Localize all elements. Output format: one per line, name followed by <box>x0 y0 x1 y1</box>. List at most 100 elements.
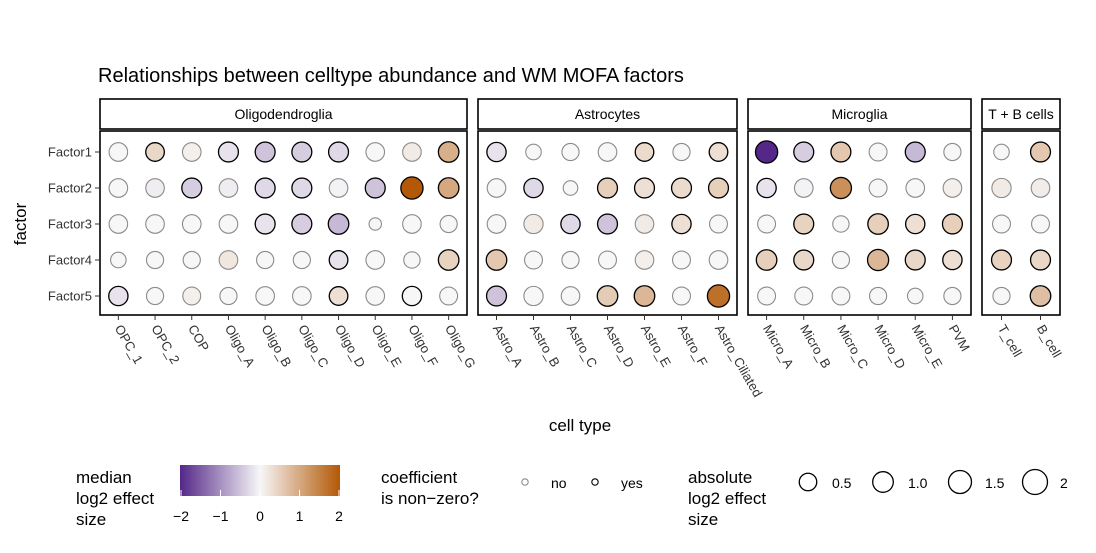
data-point <box>793 249 815 271</box>
data-point <box>486 141 507 163</box>
data-point <box>990 249 1013 271</box>
panel-microglia: Microglia Micro_A Micro_B Micro_C Micro_D Mic… <box>747 98 973 371</box>
facet-strip-label: Oligodendroglia <box>234 106 332 122</box>
data-point <box>708 142 729 162</box>
data-point <box>439 286 459 306</box>
data-point <box>905 178 926 198</box>
y-tick-label: Factor5 <box>48 289 92 304</box>
color-bar-tick-label: 0 <box>256 508 264 524</box>
x-tick-label: Astro_C <box>564 322 600 370</box>
data-point <box>401 285 423 307</box>
y-tick-label: Factor1 <box>48 145 92 160</box>
data-point <box>943 286 962 306</box>
data-point <box>182 286 202 306</box>
data-point <box>831 286 851 306</box>
data-point <box>256 250 275 270</box>
data-point <box>829 176 853 200</box>
data-point <box>942 178 963 198</box>
data-point <box>110 251 127 269</box>
data-point <box>793 178 814 198</box>
nonzero-legend-title: coefficient is non−zero? <box>381 468 479 508</box>
data-point <box>992 286 1011 306</box>
data-point <box>754 140 779 164</box>
x-tick-label: Micro_C <box>834 322 871 371</box>
panel-frame <box>99 130 468 316</box>
data-point <box>993 143 1010 161</box>
size-legend-label: 1.5 <box>985 475 1005 491</box>
x-tick-label: Oligo_A <box>222 322 258 370</box>
data-point <box>906 287 924 305</box>
x-tick-label: Oligo_C <box>295 322 331 370</box>
data-point <box>868 178 888 198</box>
data-point <box>991 214 1012 234</box>
data-point <box>991 177 1012 199</box>
color-legend-title: median log2 effect size <box>76 468 154 529</box>
data-point <box>437 177 460 199</box>
data-point <box>403 251 421 269</box>
data-point <box>941 213 964 235</box>
data-point <box>706 284 731 308</box>
facet-strip-label: Astrocytes <box>575 106 640 122</box>
x-tick-label: COP <box>185 322 212 354</box>
data-point <box>1029 285 1052 307</box>
color-bar-tick-label: 2 <box>335 508 343 524</box>
data-point <box>291 177 313 199</box>
size-legend-key <box>798 472 818 492</box>
data-point <box>402 214 422 234</box>
x-tick-label: Micro_A <box>760 322 797 371</box>
nonzero-legend-label: no <box>551 475 567 491</box>
data-point <box>562 180 579 196</box>
data-point <box>596 213 619 235</box>
size-legend: absolute log2 effect size 0.5 1.0 1.5 2 <box>688 468 1068 529</box>
data-point <box>868 286 888 306</box>
color-bar-tick-label: 1 <box>296 508 304 524</box>
data-point <box>145 178 165 198</box>
x-tick-label: Oligo_F <box>405 322 441 369</box>
data-point <box>830 141 852 163</box>
data-point <box>634 250 655 270</box>
x-tick-label: Astro_B <box>527 322 563 370</box>
x-axis-title: cell type <box>549 416 611 435</box>
data-point <box>365 286 386 306</box>
data-point <box>560 286 581 306</box>
data-point <box>672 142 691 162</box>
data-point <box>633 177 656 199</box>
x-tick-label: OPC_2 <box>148 322 182 366</box>
data-point <box>942 249 963 271</box>
data-point <box>832 215 850 233</box>
x-tick-label: Oligo_D <box>332 322 368 370</box>
data-point <box>218 214 239 234</box>
x-tick-label: Astro_F <box>675 322 711 369</box>
chart-title: Relationships between celltype abundance… <box>98 65 684 87</box>
data-point <box>400 176 424 200</box>
data-point <box>671 250 692 270</box>
data-point <box>1029 141 1052 163</box>
x-tick-label: Micro_E <box>909 322 946 371</box>
data-point <box>1030 214 1051 234</box>
data-point <box>671 213 692 235</box>
size-legend-title: absolute log2 effect size <box>688 468 766 529</box>
data-point <box>670 177 693 199</box>
data-point <box>757 286 777 306</box>
data-point <box>108 214 129 234</box>
data-point <box>634 214 655 234</box>
data-point <box>831 250 851 270</box>
data-point <box>755 249 778 271</box>
x-tick-label: T_cell <box>995 322 1025 360</box>
color-bar-tick-label: −1 <box>213 508 229 524</box>
data-point <box>368 217 383 231</box>
nonzero-legend-label: yes <box>621 475 643 491</box>
color-bar-tick-label: −2 <box>173 508 189 524</box>
data-point <box>145 142 166 162</box>
y-axis-title: factor <box>11 202 30 245</box>
facet-strip <box>477 98 738 130</box>
facet-strip <box>747 98 972 130</box>
data-point <box>868 142 888 162</box>
data-point <box>523 285 544 307</box>
legend: median log2 effect size −2 −1 0 1 2 coefficient i… <box>76 465 1068 529</box>
data-point <box>292 286 312 306</box>
data-point <box>943 142 962 162</box>
data-point <box>254 177 276 199</box>
